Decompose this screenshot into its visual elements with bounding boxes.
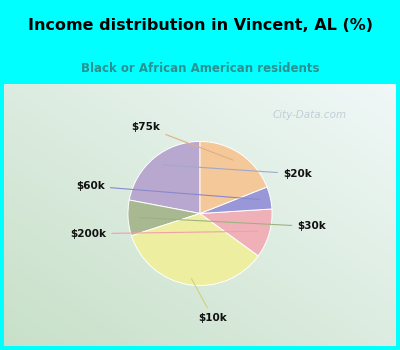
Text: Black or African American residents: Black or African American residents [81,62,319,75]
Wedge shape [200,209,272,256]
Wedge shape [200,141,267,214]
Text: City-Data.com: City-Data.com [273,111,347,120]
Wedge shape [200,187,272,214]
Wedge shape [129,141,200,214]
Text: $60k: $60k [76,181,259,200]
Text: $75k: $75k [132,122,233,160]
Wedge shape [132,214,258,286]
Text: $20k: $20k [162,165,312,179]
Wedge shape [128,200,200,236]
Text: $200k: $200k [70,229,258,239]
Text: $10k: $10k [192,279,227,323]
Text: $30k: $30k [140,218,326,231]
Text: Income distribution in Vincent, AL (%): Income distribution in Vincent, AL (%) [28,18,372,33]
